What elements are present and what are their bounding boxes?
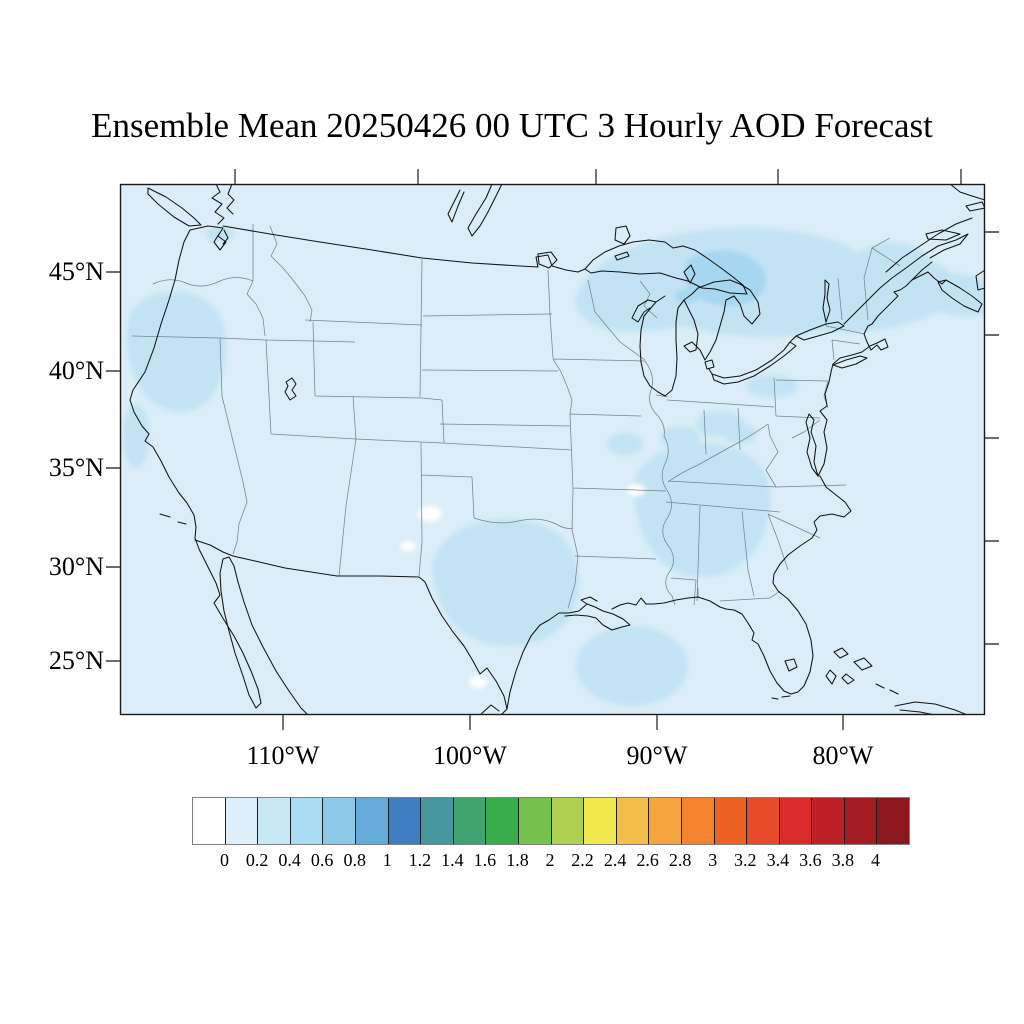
colorbar-tick-label: 1.6 — [473, 850, 497, 870]
colorbar-cell — [193, 798, 225, 844]
y-axis-label: 25°N — [48, 646, 104, 675]
x-axis-label: 100°W — [433, 741, 507, 770]
long-island — [832, 355, 868, 369]
axis-ticks — [106, 169, 999, 730]
colorbar-tick-label: 3.2 — [734, 850, 757, 870]
aod-clear-west-texas — [418, 506, 442, 522]
colorbar-cell — [583, 798, 616, 844]
colorbar-tick-label: 1.2 — [408, 850, 432, 870]
lake-champlain — [822, 279, 831, 323]
colorbar-cell — [648, 798, 681, 844]
coastlines — [129, 184, 985, 715]
y-axis-label: 35°N — [48, 453, 104, 482]
colorbar-tick-label: 2.6 — [636, 850, 659, 870]
colorbar-tick-label: 3 — [708, 850, 718, 870]
aod-patch-atlantic-band — [915, 273, 985, 317]
aod-clear-new-mexico — [400, 541, 416, 551]
colorbar-cell — [550, 798, 584, 844]
colorbar-cell — [387, 798, 421, 844]
colorbar-cell — [322, 798, 355, 844]
colorbar-tick-label: 2.2 — [571, 850, 594, 870]
colorbar-tick-label: 2 — [545, 850, 555, 870]
colorbar-tick-label: 0 — [220, 850, 230, 870]
aod-patch-texas — [432, 519, 579, 646]
aod-patch-pacific-northwest — [126, 291, 227, 412]
canadian-lakes — [447, 184, 558, 269]
x-axis-label: 80°W — [812, 741, 874, 770]
colorbar-cell — [778, 798, 812, 844]
lakes-michigan-huron — [631, 279, 761, 397]
forecast-map — [106, 169, 999, 730]
y-axis-label: 30°N — [48, 552, 104, 581]
florida-islands — [771, 647, 969, 715]
colorbar-cell — [811, 798, 844, 844]
colorbar-tick-label: 1 — [382, 850, 392, 870]
aod-shading-layer — [123, 226, 985, 706]
plot-title: Ensemble Mean 20250426 00 UTC 3 Hourly A… — [91, 106, 933, 145]
colorbar-tick-label: 1.8 — [506, 850, 529, 870]
coast-baja-mexico — [198, 548, 309, 715]
colorbar-cell — [420, 798, 453, 844]
colorbar-cell — [452, 798, 486, 844]
colorbar-tick-label: 0.6 — [310, 850, 334, 870]
map-frame — [119, 183, 986, 716]
colorbar-cell — [517, 798, 551, 844]
colorbar-cell — [224, 798, 258, 844]
colorbar-cell — [876, 798, 910, 844]
colorbar-tick-label: 2.4 — [603, 850, 627, 870]
maritimes — [911, 229, 985, 313]
colorbar-cell — [746, 798, 779, 844]
lakes-erie-ontario — [704, 321, 845, 385]
coast-gulf-atlantic — [506, 475, 852, 710]
colorbar-cell — [257, 798, 290, 844]
y-axis-label: 40°N — [48, 356, 104, 385]
aod-patch-illinois — [607, 433, 643, 455]
colorbar-cell — [713, 798, 747, 844]
coast-northeast — [817, 271, 947, 477]
colorbar-tick-label: 0.4 — [278, 850, 301, 870]
coast-pacific-northwest — [147, 184, 235, 251]
y-axis-label: 45°N — [48, 257, 104, 286]
aod-patch-gulf-of-mexico — [576, 626, 688, 706]
colorbar-cell — [289, 798, 323, 844]
border-canada — [222, 225, 586, 273]
colorbar-tick-label: 2.8 — [668, 850, 692, 870]
aod-patch-pennsylvania — [746, 375, 798, 397]
chesapeake-bay — [805, 413, 819, 477]
colorbar-cell — [354, 798, 388, 844]
colorbar-tick-label: 1.4 — [441, 850, 464, 870]
aod-patch-california-coast — [123, 404, 149, 468]
aod-patch-indiana — [660, 426, 700, 450]
colorbar-tick-label: 3.4 — [766, 850, 790, 870]
great-salt-lake — [284, 377, 297, 401]
aod-clear-south-texas — [469, 676, 487, 688]
colorbar-cell — [680, 798, 714, 844]
colorbar-tick-label: 3.8 — [831, 850, 855, 870]
aod-patch-ohio-valley — [724, 424, 756, 444]
colorbar-tick-label: 0.8 — [343, 850, 366, 870]
colorbar-cell — [843, 798, 877, 844]
x-axis-label: 90°W — [626, 741, 688, 770]
coast-west — [129, 229, 200, 550]
state-boundaries — [131, 224, 901, 609]
colorbar-tick-label: 0.2 — [245, 850, 269, 870]
lake-superior — [584, 225, 748, 295]
aod-patch-southeast — [634, 443, 771, 577]
colorbar-tick-label: 4 — [870, 850, 880, 870]
st-lawrence — [843, 184, 985, 325]
border-mexico — [194, 539, 508, 715]
x-axis-label: 110°W — [246, 741, 320, 770]
colorbar-tick-label: 3.6 — [799, 850, 822, 870]
colorbar-cell — [485, 798, 518, 844]
aod-patch-washington-spot — [206, 226, 234, 242]
colorbar — [192, 797, 910, 845]
colorbar-cell — [615, 798, 649, 844]
